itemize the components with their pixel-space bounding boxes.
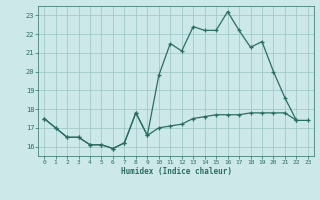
- X-axis label: Humidex (Indice chaleur): Humidex (Indice chaleur): [121, 167, 231, 176]
